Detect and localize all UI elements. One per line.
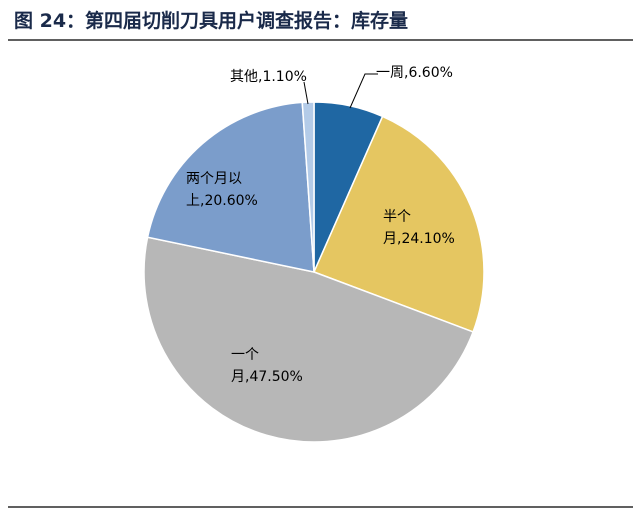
- data-label: 一个月,47.50%: [231, 347, 303, 385]
- data-label: 半个月,24.10%: [383, 209, 455, 247]
- pie-slice: [312, 115, 485, 333]
- leader-line: [349, 73, 378, 109]
- leader-line: [303, 81, 309, 105]
- data-label: 其他,1.10%: [230, 69, 307, 85]
- pie-slice: [146, 101, 315, 273]
- chart-title: 图 24：第四届切削刀具用户调查报告：库存量: [14, 10, 409, 32]
- pie-slice: [143, 236, 475, 443]
- data-label: 一周,6.60%: [376, 65, 453, 81]
- data-label: 两个月以上,20.60%: [186, 171, 258, 209]
